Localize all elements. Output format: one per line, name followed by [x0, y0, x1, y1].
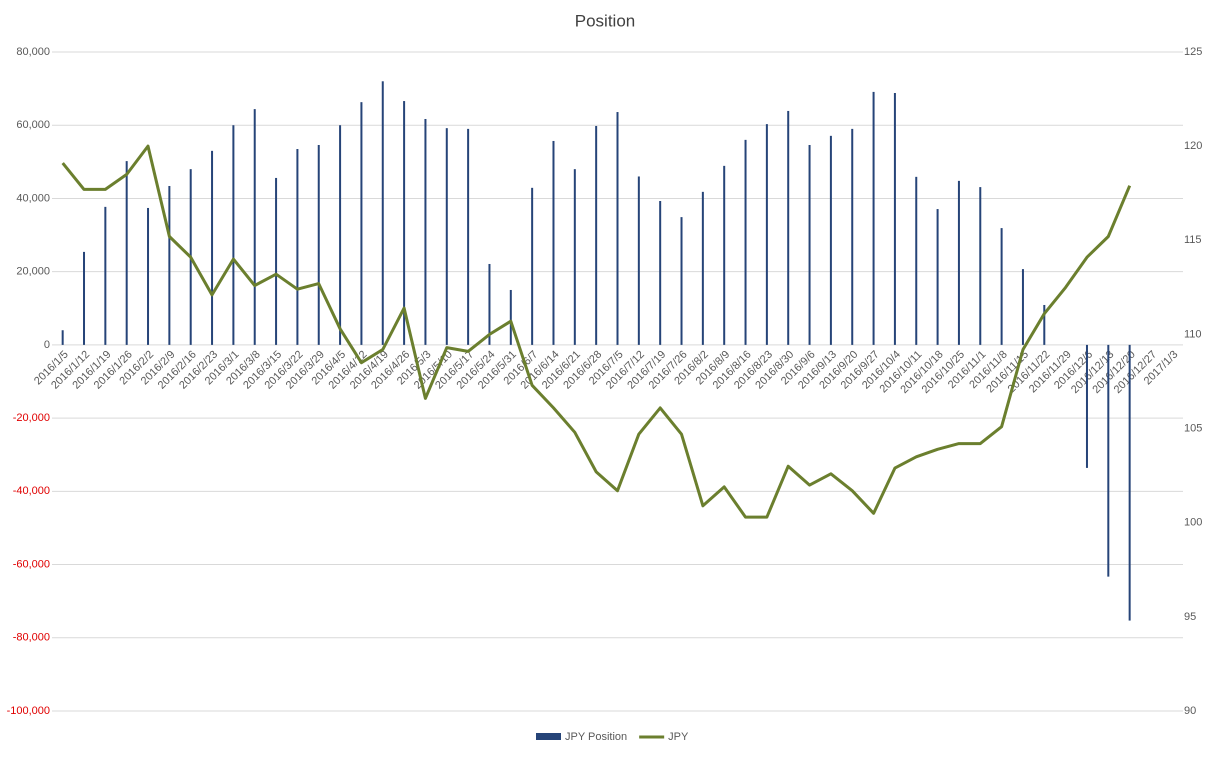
bar: [573, 169, 576, 345]
y-tick-label: 0: [44, 339, 50, 351]
bar: [936, 209, 939, 345]
bar: [1043, 304, 1046, 345]
y2-tick-label: 90: [1184, 705, 1196, 717]
bar: [616, 112, 619, 345]
bar: [979, 187, 982, 345]
bar: [723, 165, 726, 345]
y2-tick-label: 110: [1184, 328, 1202, 340]
bar: [957, 180, 960, 345]
bar: [1021, 269, 1024, 345]
y2-tick-label: 95: [1184, 611, 1196, 623]
bar: [531, 187, 534, 345]
bar: [232, 125, 235, 345]
bar: [275, 177, 278, 345]
y-tick-label: 80,000: [16, 46, 50, 58]
y2-tick-label: 105: [1184, 422, 1202, 434]
y2-tick-label: 115: [1184, 234, 1202, 246]
bar: [147, 207, 150, 345]
bar: [509, 289, 512, 345]
bar: [403, 101, 406, 345]
y-tick-label: 60,000: [16, 119, 50, 131]
legend-label: JPY Position: [565, 731, 627, 743]
bar: [360, 102, 363, 345]
legend-swatch: [536, 733, 561, 740]
y-tick-label: -40,000: [13, 485, 50, 497]
y2-tick-label: 100: [1184, 517, 1202, 529]
y-tick-label: 40,000: [16, 192, 50, 204]
legend-label: JPY: [668, 731, 689, 743]
y-tick-label: 20,000: [16, 266, 50, 278]
bar: [829, 135, 832, 345]
bar: [1107, 344, 1110, 577]
bar: [125, 161, 128, 345]
y-tick-label: -100,000: [7, 705, 50, 717]
chart-title: Position: [575, 11, 635, 30]
bar: [872, 91, 875, 345]
bar: [211, 150, 214, 345]
bar: [1128, 344, 1131, 621]
bar: [595, 125, 598, 345]
bar: [381, 81, 384, 345]
y2-tick-label: 125: [1184, 46, 1202, 58]
bar: [296, 149, 299, 345]
bar: [83, 251, 86, 345]
bar: [637, 176, 640, 345]
y2-tick-label: 120: [1184, 140, 1202, 152]
y-tick-label: -60,000: [13, 558, 50, 570]
bar: [317, 144, 320, 345]
bar: [893, 93, 896, 345]
bar: [168, 185, 171, 345]
bar: [808, 144, 811, 345]
bar: [445, 128, 448, 345]
bar: [104, 206, 107, 345]
bar: [659, 201, 662, 345]
bar: [552, 140, 555, 345]
bar: [1085, 344, 1088, 468]
bar: [253, 109, 256, 345]
bar: [765, 124, 768, 345]
line: [61, 144, 1132, 519]
bar: [61, 330, 64, 345]
bar: [787, 110, 790, 345]
bar: [424, 118, 427, 345]
y-tick-label: -80,000: [13, 632, 50, 644]
bar: [851, 128, 854, 345]
bar: [467, 128, 470, 345]
bar: [680, 217, 683, 345]
bar: [339, 125, 342, 345]
bar: [488, 263, 491, 345]
bar: [915, 176, 918, 345]
bar: [701, 191, 704, 345]
bar: [744, 139, 747, 345]
bar: [1000, 228, 1003, 345]
y-tick-label: -20,000: [13, 412, 50, 424]
